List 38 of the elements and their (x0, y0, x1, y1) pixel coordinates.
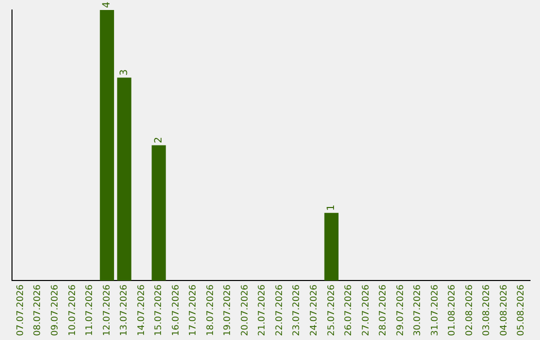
data-label: 2 (153, 136, 164, 144)
x-tick-label: 05.08.2026 (516, 284, 527, 336)
bar (100, 10, 114, 280)
x-tick-label: 18.07.2026 (206, 284, 216, 336)
x-tick-label: 04.08.2026 (499, 284, 510, 336)
x-tick-label: 26.07.2026 (344, 284, 354, 336)
x-tick-label: 24.07.2026 (310, 284, 320, 336)
x-tick-label: 28.07.2026 (378, 284, 389, 336)
bar (117, 78, 132, 280)
x-tick-label: 20.07.2026 (240, 284, 250, 336)
bar (152, 145, 166, 280)
x-tick-label: 23.07.2026 (292, 284, 302, 336)
data-label: 1 (326, 204, 338, 211)
bar (324, 212, 339, 280)
x-tick-label: 25.07.2026 (326, 284, 337, 336)
x-tick-label: 27.07.2026 (361, 284, 372, 336)
x-tick-label: 03.08.2026 (482, 284, 492, 336)
x-tick-label: 13.07.2026 (120, 284, 130, 336)
x-tick-label: 11.07.2026 (85, 284, 96, 336)
x-tick-label: 14.07.2026 (136, 284, 147, 336)
x-tick-label: 08.07.2026 (33, 284, 44, 336)
x-tick-label: 07.07.2026 (16, 284, 26, 336)
x-tick-label: 30.07.2026 (413, 284, 424, 336)
x-tick-label: 09.07.2026 (50, 284, 61, 336)
x-tick-label: 29.07.2026 (396, 284, 406, 336)
x-tick-label: 17.07.2026 (188, 284, 199, 336)
x-tick-label: 16.07.2026 (171, 284, 182, 336)
x-tick-label: 10.07.2026 (68, 284, 78, 336)
x-tick-label: 12.07.2026 (102, 284, 112, 336)
data-label: 4 (102, 2, 113, 8)
data-label: 3 (118, 69, 130, 76)
x-tick-label: 02.08.2026 (464, 284, 475, 336)
x-tick-label: 22.07.2026 (274, 284, 285, 336)
x-tick-label: 19.07.2026 (223, 284, 234, 336)
x-tick-label: 31.07.2026 (430, 284, 440, 336)
x-tick-label: 15.07.2026 (154, 284, 164, 336)
x-tick-label: 01.08.2026 (448, 284, 458, 336)
x-tick-label: 21.07.2026 (258, 284, 268, 336)
